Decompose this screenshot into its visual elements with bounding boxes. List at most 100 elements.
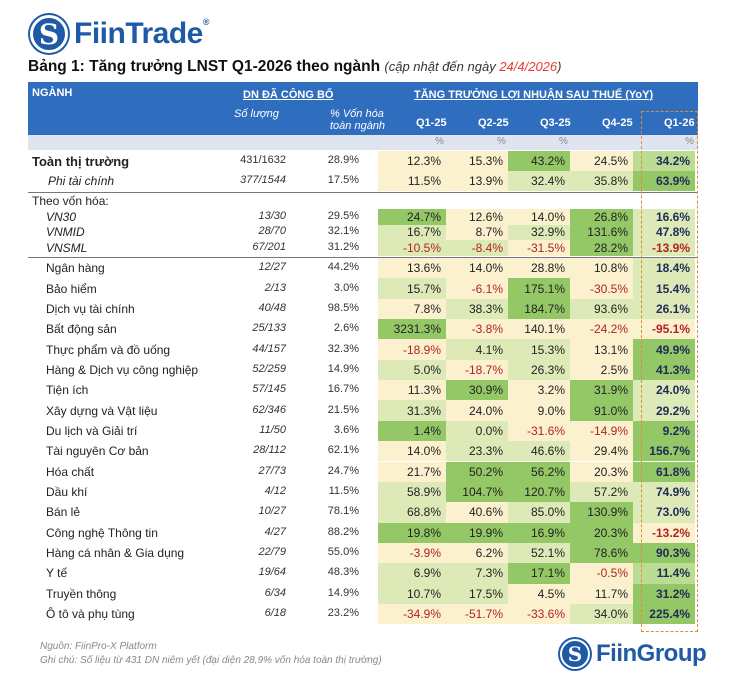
growth-cell-q2-25: 23.3% — [446, 441, 508, 462]
published-count: 28/112 — [253, 444, 286, 457]
growth-cell-q1-26: 63.9% — [633, 171, 695, 191]
growth-cell-q2-25: 0.0% — [446, 420, 508, 442]
published-count: 27/73 — [258, 464, 286, 477]
growth-cell-q2-25: 104.7% — [446, 481, 508, 503]
growth-cell-q2-25: 24.0% — [446, 400, 508, 421]
published-count: 52/259 — [252, 362, 286, 375]
growth-cell-q1-25: 16.7% — [378, 224, 446, 240]
sector-name: Phi tài chính — [48, 174, 115, 188]
table-row: Y tế 19/64 48.3% 6.9% 7.3% 17.1% -0.5% 11.4% — [28, 563, 698, 584]
table-row: Bất động sản 25/133 2.6% 3231.3% -3.8% 140.1%… — [28, 319, 698, 340]
table-row: VN30 13/30 29.5% 24.7% 12.6% 14.0% 26.8% 16.6% — [28, 209, 698, 225]
growth-cell-q2-25: 7.3% — [446, 563, 508, 584]
growth-cell-q1-25: 21.7% — [378, 461, 446, 482]
published-count: 377/1544 — [240, 174, 286, 186]
growth-cell-q4-25: 2.5% — [570, 359, 633, 381]
growth-cell-q1-25: 58.9% — [378, 481, 446, 503]
growth-cell-q1-26: 31.2% — [633, 583, 695, 604]
fiingroup-brand: FiinGroup — [596, 640, 707, 667]
published-count: 6/18 — [264, 607, 286, 620]
growth-cell-q1-25: 10.7% — [378, 583, 446, 604]
growth-cell-q3-25: 15.3% — [508, 339, 570, 360]
table-row: Ngân hàng 12/27 44.2% 13.6% 14.0% 28.8% 10.8% 1… — [28, 258, 698, 279]
growth-cell-q1-26: 156.7% — [633, 441, 695, 462]
unit-label: % — [435, 136, 444, 147]
growth-cell-q1-25: 19.8% — [378, 522, 446, 543]
table-row: Hóa chất 27/73 24.7% 21.7% 50.2% 56.2% 20.3% 61… — [28, 461, 698, 482]
growth-cell-q4-25: 26.8% — [570, 209, 633, 225]
cap-share: 11.5% — [328, 485, 359, 498]
sector-name: Tiện ích — [46, 383, 89, 398]
fiin-s-icon: S — [30, 15, 68, 53]
growth-cell-q4-25: 78.6% — [570, 542, 633, 564]
growth-cell-q4-25: 34.0% — [570, 603, 633, 625]
table-row: Tài nguyên Cơ bản 28/112 62.1% 14.0% 23.3% 46… — [28, 441, 698, 462]
growth-cell-q3-25: 175.1% — [508, 278, 570, 299]
growth-cell-q1-25: 12.3% — [378, 151, 446, 171]
growth-cell-q1-25: 1.4% — [378, 420, 446, 442]
table-row: Công nghệ Thông tin 4/27 88.2% 19.8% 19.9% 16… — [28, 522, 698, 543]
published-count: 40/48 — [258, 301, 286, 314]
growth-cell-q4-25: 29.4% — [570, 441, 633, 462]
cap-share: 29.5% — [327, 209, 359, 222]
growth-cell-q3-25: 43.2% — [508, 151, 570, 171]
sector-name: Du lịch và Giải trí — [46, 423, 138, 438]
cap-share: 2.6% — [333, 322, 359, 335]
growth-cell-q3-25: 56.2% — [508, 461, 570, 482]
growth-cell-q4-25: -24.2% — [570, 319, 633, 340]
cap-share: 14.9% — [327, 586, 359, 599]
table-row: Thực phẩm và đồ uống 44/157 32.3% -18.9% 4.1… — [28, 339, 698, 360]
growth-cell-q2-25: 19.9% — [446, 522, 508, 543]
growth-cell-q1-26: 15.4% — [633, 278, 695, 299]
unit-label: % — [685, 136, 694, 147]
growth-cell-q3-25: -33.6% — [508, 603, 570, 625]
growth-cell-q4-25: 31.9% — [570, 380, 633, 401]
table-row: Bán lẻ 10/27 78.1% 68.8% 40.6% 85.0% 130.9% 73.… — [28, 502, 698, 523]
growth-cell-q1-25: 31.3% — [378, 400, 446, 421]
header-q4-25: Q4-25 — [602, 117, 633, 129]
published-count: 57/145 — [252, 383, 286, 396]
growth-cell-q1-26: 24.0% — [633, 380, 695, 401]
growth-cell-q2-25: 6.2% — [446, 542, 508, 564]
divider — [28, 257, 698, 258]
growth-cell-q1-26: 26.1% — [633, 298, 695, 320]
growth-cell-q4-25: 20.3% — [570, 461, 633, 482]
growth-cell-q1-25: 3231.3% — [378, 319, 446, 340]
cap-share: 44.2% — [327, 261, 359, 274]
growth-cell-q2-25: 8.7% — [446, 224, 508, 240]
growth-cell-q1-25: 15.7% — [378, 278, 446, 299]
highlight-box-q1-26 — [641, 111, 698, 632]
growth-cell-q3-25: 9.0% — [508, 400, 570, 421]
growth-cell-q4-25: 20.3% — [570, 522, 633, 543]
growth-cell-q3-25: 85.0% — [508, 502, 570, 523]
growth-cell-q1-26: 34.2% — [633, 151, 695, 171]
growth-cell-q2-25: -3.8% — [446, 319, 508, 340]
published-count: 25/133 — [252, 322, 286, 335]
sector-name: Ngân hàng — [46, 261, 105, 276]
published-count: 67/201 — [252, 240, 286, 253]
growth-cell-q4-25: 130.9% — [570, 502, 633, 523]
cap-share: 28.9% — [327, 154, 359, 166]
sector-name: Dầu khí — [46, 485, 88, 500]
cap-share: 32.3% — [327, 342, 359, 355]
cap-share: 21.5% — [327, 403, 359, 416]
growth-cell-q4-25: 35.8% — [570, 171, 633, 191]
growth-cell-q1-26: 18.4% — [633, 258, 695, 279]
sector-name: VNSML — [46, 240, 88, 255]
sector-name: Bất động sản — [46, 322, 117, 337]
growth-cell-q1-25: -10.5% — [378, 240, 446, 256]
header-q2-25: Q2-25 — [478, 117, 509, 129]
sector-name: Công nghệ Thông tin — [46, 525, 158, 540]
growth-cell-q1-26: 47.8% — [633, 224, 695, 240]
growth-cell-q3-25: -31.5% — [508, 240, 570, 256]
table-row: VNSML 67/201 31.2% -10.5% -8.4% -31.5% 28.2% -1… — [28, 240, 698, 256]
growth-cell-q1-25: 6.9% — [378, 563, 446, 584]
cap-share: 3.0% — [333, 281, 359, 294]
growth-cell-q4-25: 28.2% — [570, 240, 633, 256]
growth-cell-q3-25: 16.9% — [508, 522, 570, 543]
unit-label: % — [497, 136, 506, 147]
published-count: 22/79 — [258, 546, 286, 559]
cap-share: 48.3% — [327, 566, 359, 579]
divider — [28, 192, 698, 193]
header-q1-25: Q1-25 — [416, 117, 447, 129]
